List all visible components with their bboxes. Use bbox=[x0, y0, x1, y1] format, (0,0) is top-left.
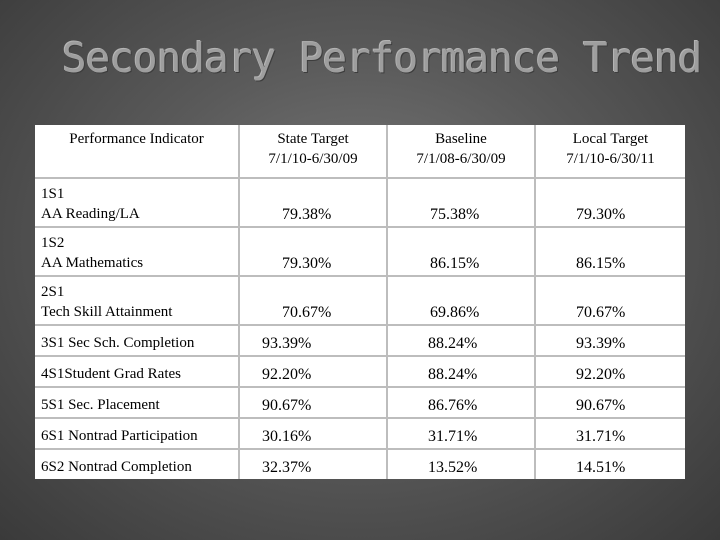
table-row: 4S1Student Grad Rates 92.20% 88.24% 92.2… bbox=[35, 355, 685, 387]
local-target-cell: 31.71% bbox=[534, 417, 685, 449]
indicator-cell: 5S1 Sec. Placement bbox=[35, 386, 239, 418]
header-performance-indicator: Performance Indicator bbox=[35, 125, 239, 178]
state-target-cell: 70.67% bbox=[238, 275, 387, 325]
local-target-cell: 70.67% bbox=[534, 275, 685, 325]
table-row: 1S1 AA Reading/LA 79.38% 75.38% 79.30% bbox=[35, 177, 685, 227]
local-target-cell: 86.15% bbox=[534, 226, 685, 276]
state-target-cell: 90.67% bbox=[238, 386, 387, 418]
state-target-cell: 79.30% bbox=[238, 226, 387, 276]
indicator-cell: 3S1 Sec Sch. Completion bbox=[35, 324, 239, 356]
table-row: 5S1 Sec. Placement 90.67% 86.76% 90.67% bbox=[35, 386, 685, 418]
baseline-cell: 69.86% bbox=[386, 275, 535, 325]
indicator-cell: 6S1 Nontrad Participation bbox=[35, 417, 239, 449]
state-target-cell: 92.20% bbox=[238, 355, 387, 387]
table-row: 1S2 AA Mathematics 79.30% 86.15% 86.15% bbox=[35, 226, 685, 276]
table-row: 6S2 Nontrad Completion 32.37% 13.52% 14.… bbox=[35, 448, 685, 479]
state-target-cell: 79.38% bbox=[238, 177, 387, 227]
baseline-cell: 88.24% bbox=[386, 324, 535, 356]
state-target-cell: 93.39% bbox=[238, 324, 387, 356]
state-target-cell: 32.37% bbox=[238, 448, 387, 479]
table-header-row: Performance Indicator State Target 7/1/1… bbox=[35, 125, 685, 178]
baseline-cell: 13.52% bbox=[386, 448, 535, 479]
baseline-cell: 86.15% bbox=[386, 226, 535, 276]
performance-table: Performance Indicator State Target 7/1/1… bbox=[35, 125, 685, 479]
header-baseline: Baseline 7/1/08-6/30/09 bbox=[386, 125, 535, 178]
local-target-cell: 79.30% bbox=[534, 177, 685, 227]
baseline-cell: 88.24% bbox=[386, 355, 535, 387]
indicator-cell: 4S1Student Grad Rates bbox=[35, 355, 239, 387]
header-state-target: State Target 7/1/10-6/30/09 bbox=[238, 125, 387, 178]
baseline-cell: 86.76% bbox=[386, 386, 535, 418]
baseline-cell: 31.71% bbox=[386, 417, 535, 449]
header-local-target: Local Target 7/1/10-6/30/11 bbox=[534, 125, 685, 178]
indicator-cell: 1S1 AA Reading/LA bbox=[35, 177, 239, 227]
indicator-cell: 6S2 Nontrad Completion bbox=[35, 448, 239, 479]
indicator-cell: 1S2 AA Mathematics bbox=[35, 226, 239, 276]
local-target-cell: 14.51% bbox=[534, 448, 685, 479]
state-target-cell: 30.16% bbox=[238, 417, 387, 449]
table-row: 6S1 Nontrad Participation 30.16% 31.71% … bbox=[35, 417, 685, 449]
slide-title: Secondary Performance Trend bbox=[62, 34, 702, 82]
local-target-cell: 90.67% bbox=[534, 386, 685, 418]
baseline-cell: 75.38% bbox=[386, 177, 535, 227]
table-row: 3S1 Sec Sch. Completion 93.39% 88.24% 93… bbox=[35, 324, 685, 356]
table-row: 2S1 Tech Skill Attainment 70.67% 69.86% … bbox=[35, 275, 685, 325]
local-target-cell: 93.39% bbox=[534, 324, 685, 356]
local-target-cell: 92.20% bbox=[534, 355, 685, 387]
indicator-cell: 2S1 Tech Skill Attainment bbox=[35, 275, 239, 325]
